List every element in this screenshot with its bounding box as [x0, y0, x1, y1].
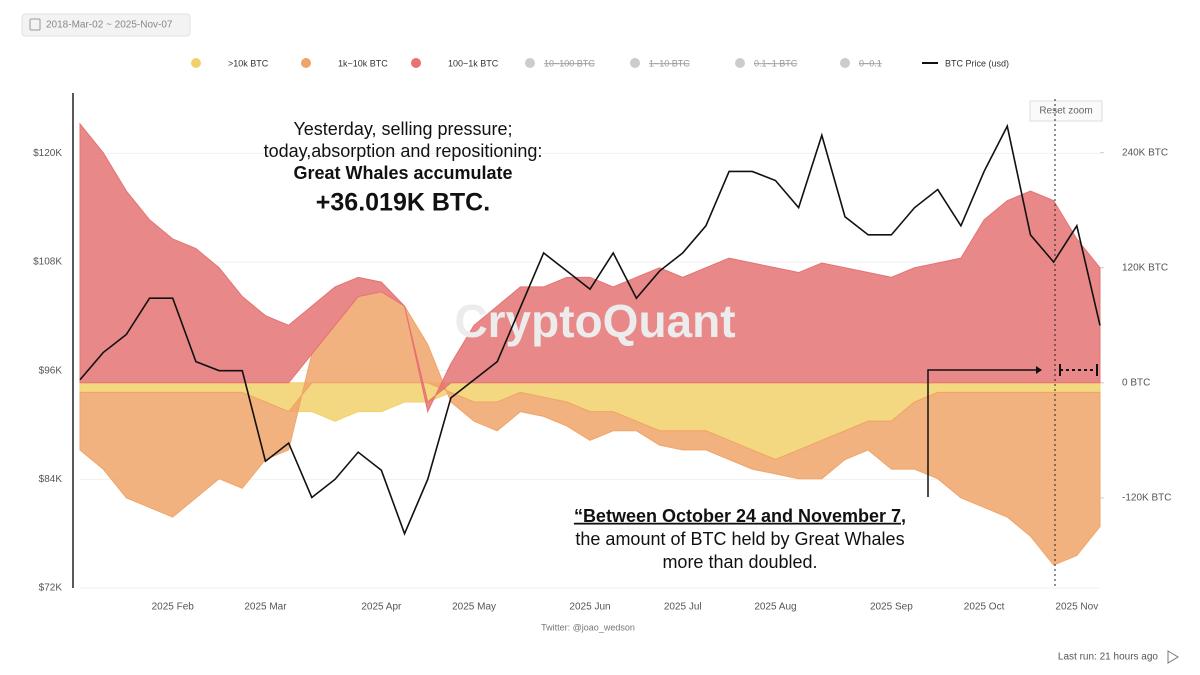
x-tick-label: 2025 Nov: [1055, 602, 1098, 613]
x-tick-label: 2025 Mar: [244, 602, 287, 613]
legend-dot[interactable]: [301, 58, 311, 68]
reset-zoom-button[interactable]: [1029, 100, 1103, 122]
x-tick-label: 2025 Jun: [569, 602, 610, 613]
y-tick-label: $84K: [39, 474, 63, 485]
calendar-icon: [29, 18, 41, 31]
legend-label-disabled[interactable]: 1~10 BTC: [649, 58, 690, 68]
y-tick-label: $108K: [33, 257, 62, 268]
legend-label[interactable]: 1k~10k BTC: [338, 58, 388, 68]
reset-zoom-label[interactable]: Reset zoom: [1039, 106, 1092, 117]
annotation: Great Whales accumulate: [293, 163, 512, 183]
x-tick-label: 2025 Oct: [964, 602, 1005, 613]
legend-label[interactable]: >10k BTC: [228, 58, 269, 68]
annotation: “Between October 24 and November 7,: [574, 506, 906, 526]
area: [79, 291, 1101, 566]
x-tick-label: 2025 May: [452, 602, 496, 613]
credit: Twitter: @joao_wedson: [541, 622, 635, 632]
annotation-highlight: +36.019K BTC.: [316, 189, 490, 217]
annotation: the amount of BTC held by Great Whales: [575, 529, 904, 549]
date-range-box[interactable]: [21, 13, 191, 37]
x-tick-label: 2025 Feb: [152, 602, 195, 613]
last-run: Last run: 21 hours ago: [1058, 652, 1159, 663]
x-tick-label: 2025 Apr: [361, 602, 402, 613]
legend-dot-disabled[interactable]: [630, 58, 640, 68]
legend-dot[interactable]: [411, 58, 421, 68]
legend: >10k BTC 1k~10k BTC 100~1k BTC BTC Price (u…: [191, 58, 1009, 68]
annotation: Yesterday, selling pressure;: [293, 119, 512, 139]
arrow: [927, 369, 1036, 497]
legend-label[interactable]: BTC Price (usd): [945, 58, 1009, 68]
legend-label[interactable]: 100~1k BTC: [448, 58, 499, 68]
y2-tick-label: 0 BTC: [1122, 377, 1150, 388]
legend-label-disabled[interactable]: 10~100 BTC: [544, 58, 595, 68]
area: [79, 122, 1101, 414]
legend-label-disabled[interactable]: 0.1~1 BTC: [754, 58, 798, 68]
x-tick-label: 2025 Sep: [870, 602, 913, 613]
annotation: today,absorption and repositioning:: [264, 141, 543, 161]
areas: [79, 122, 1101, 566]
play-icon[interactable]: [1167, 650, 1179, 664]
arrow-head: [1036, 366, 1042, 374]
legend-label-disabled[interactable]: 0~0.1: [859, 58, 882, 68]
legend-dot-disabled[interactable]: [735, 58, 745, 68]
y-tick-label: $96K: [39, 365, 63, 376]
annotation: more than doubled.: [662, 552, 817, 572]
date-range[interactable]: 2018-Mar-02 ~ 2025-Nov-07: [46, 20, 173, 31]
y2-tick-label: 120K BTC: [1122, 262, 1168, 273]
y2-tick-label: 240K BTC: [1122, 147, 1168, 158]
x-tick-label: 2025 Jul: [664, 602, 702, 613]
legend-dot-disabled[interactable]: [525, 58, 535, 68]
legend-dot-disabled[interactable]: [840, 58, 850, 68]
y-tick-label: $120K: [33, 148, 62, 159]
watermark: CryptoQuant: [454, 295, 735, 347]
legend-dot[interactable]: [191, 58, 201, 68]
price-line: [79, 123, 1101, 536]
y-tick-label: $72K: [39, 583, 63, 594]
y2-tick-label: -120K BTC: [1122, 493, 1171, 504]
plot-area: $72K $84K $96K $108K $120K -120K BTC 0 BTC 120K…: [33, 93, 1171, 613]
x-tick-label: 2025 Aug: [754, 602, 796, 613]
